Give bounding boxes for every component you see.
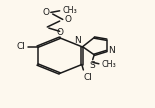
Text: Cl: Cl — [16, 42, 25, 51]
Text: O: O — [43, 8, 50, 17]
Text: N: N — [74, 36, 81, 45]
Text: CH₃: CH₃ — [102, 60, 117, 69]
Text: Cl: Cl — [84, 73, 93, 82]
Text: O: O — [64, 15, 71, 25]
Text: S: S — [89, 61, 95, 70]
Text: CH₃: CH₃ — [63, 6, 78, 15]
Text: O: O — [57, 28, 64, 37]
Text: N: N — [108, 46, 115, 55]
